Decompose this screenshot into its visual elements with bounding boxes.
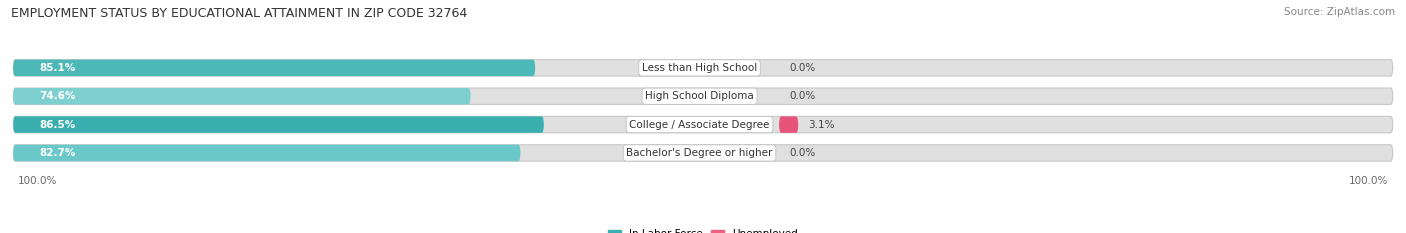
Text: 74.6%: 74.6% <box>39 91 76 101</box>
FancyBboxPatch shape <box>13 116 544 133</box>
FancyBboxPatch shape <box>13 60 536 76</box>
Text: EMPLOYMENT STATUS BY EDUCATIONAL ATTAINMENT IN ZIP CODE 32764: EMPLOYMENT STATUS BY EDUCATIONAL ATTAINM… <box>11 7 468 20</box>
Legend: In Labor Force, Unemployed: In Labor Force, Unemployed <box>605 225 801 233</box>
FancyBboxPatch shape <box>13 145 520 161</box>
FancyBboxPatch shape <box>13 145 1393 161</box>
FancyBboxPatch shape <box>13 60 1393 76</box>
Text: College / Associate Degree: College / Associate Degree <box>630 120 769 130</box>
Text: 0.0%: 0.0% <box>790 91 815 101</box>
Text: 3.1%: 3.1% <box>808 120 835 130</box>
FancyBboxPatch shape <box>13 88 1393 104</box>
Text: 0.0%: 0.0% <box>790 148 815 158</box>
Text: Source: ZipAtlas.com: Source: ZipAtlas.com <box>1284 7 1395 17</box>
Text: Bachelor's Degree or higher: Bachelor's Degree or higher <box>626 148 773 158</box>
FancyBboxPatch shape <box>13 116 1393 133</box>
Text: 82.7%: 82.7% <box>39 148 76 158</box>
Text: 100.0%: 100.0% <box>1348 176 1388 186</box>
Text: High School Diploma: High School Diploma <box>645 91 754 101</box>
Text: Less than High School: Less than High School <box>643 63 758 73</box>
Text: 85.1%: 85.1% <box>39 63 75 73</box>
Text: 86.5%: 86.5% <box>39 120 75 130</box>
Text: 0.0%: 0.0% <box>790 63 815 73</box>
FancyBboxPatch shape <box>13 88 471 104</box>
FancyBboxPatch shape <box>779 116 799 133</box>
Text: 100.0%: 100.0% <box>18 176 58 186</box>
